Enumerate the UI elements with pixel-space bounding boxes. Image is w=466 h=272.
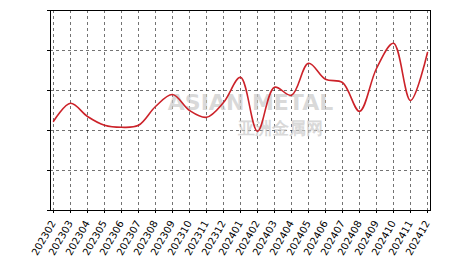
- svg-text:202305: 202305: [80, 218, 109, 258]
- svg-text:202310: 202310: [165, 218, 194, 258]
- svg-text:202411: 202411: [386, 218, 415, 258]
- svg-text:202407: 202407: [318, 218, 347, 258]
- svg-text:202303: 202303: [46, 218, 75, 258]
- svg-text:202408: 202408: [335, 218, 364, 258]
- svg-text:202308: 202308: [131, 218, 160, 258]
- svg-text:亚洲金属网: 亚洲金属网: [237, 118, 323, 138]
- svg-text:202302: 202302: [29, 218, 58, 258]
- svg-text:202307: 202307: [114, 218, 143, 258]
- svg-text:202410: 202410: [369, 218, 398, 258]
- svg-text:202309: 202309: [148, 218, 177, 258]
- svg-text:202304: 202304: [63, 218, 92, 258]
- svg-text:202312: 202312: [199, 218, 228, 258]
- svg-text:202402: 202402: [233, 218, 262, 258]
- svg-text:ASIAN METAL: ASIAN METAL: [167, 89, 334, 115]
- svg-text:202412: 202412: [403, 219, 432, 258]
- svg-text:202405: 202405: [284, 218, 313, 258]
- svg-text:202409: 202409: [352, 218, 381, 258]
- svg-text:202306: 202306: [97, 218, 126, 258]
- svg-text:202401: 202401: [216, 218, 245, 258]
- svg-text:202311: 202311: [182, 218, 211, 258]
- svg-text:202406: 202406: [301, 218, 330, 258]
- svg-text:202403: 202403: [250, 218, 279, 258]
- svg-text:202404: 202404: [267, 218, 296, 258]
